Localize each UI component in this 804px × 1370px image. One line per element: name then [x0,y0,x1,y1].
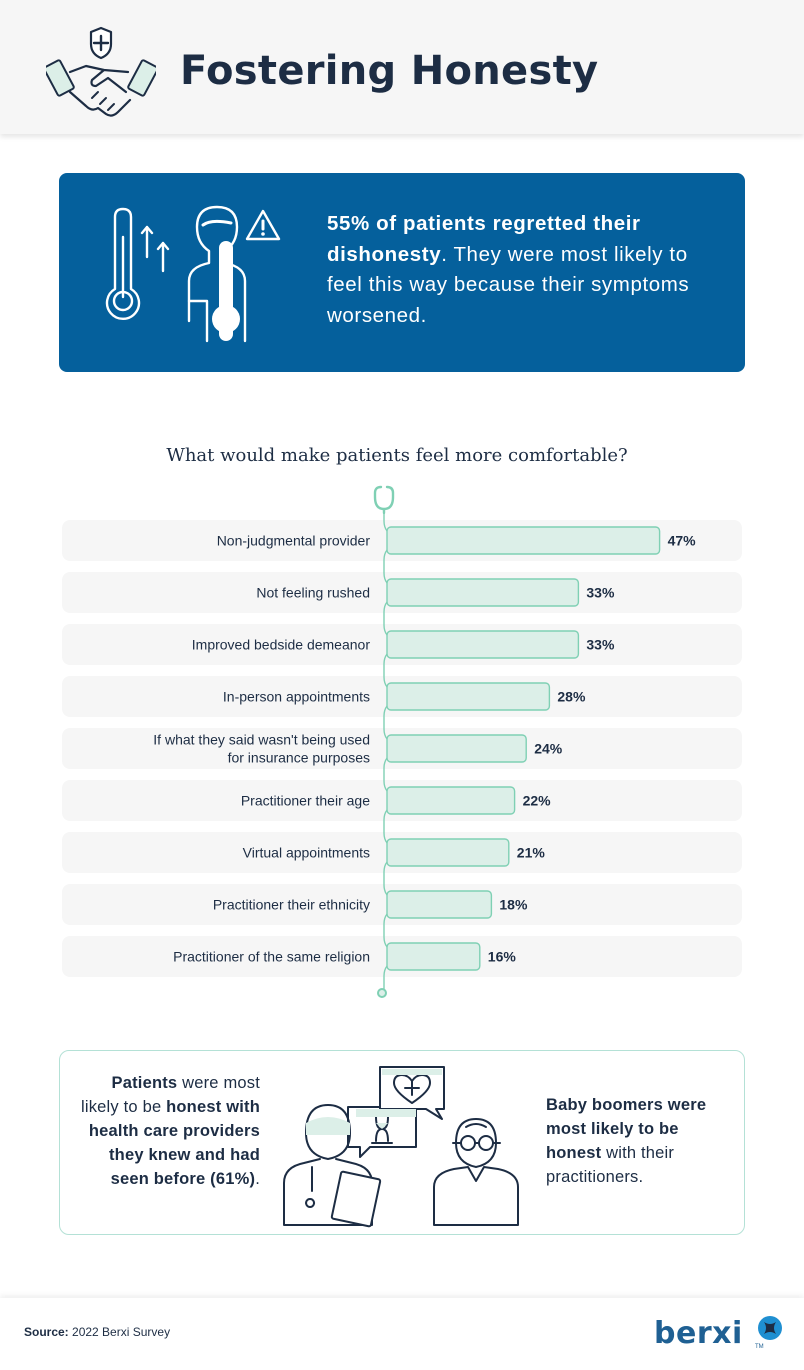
source-note: Source: 2022 Berxi Survey [24,1325,170,1339]
chart-category-label: Virtual appointments [243,845,370,861]
chart-value-label: 18% [499,897,528,913]
stethoscope-tube [383,513,388,989]
handshake-icon [46,26,156,117]
berxi-logo-mark-icon [758,1316,782,1340]
patient-thermometer-illustration [105,205,281,343]
header: Fostering Honesty [0,0,804,134]
stat-card: 55% of patients regretted their dishones… [59,173,745,372]
chart-category-label: Not feeling rushed [256,585,370,601]
chart-bar [386,578,580,607]
chart-bar [386,942,481,971]
chart-value-label: 33% [586,637,615,653]
stethoscope-end [377,988,387,998]
chart-category-label: In-person appointments [223,689,370,705]
chart-bar [386,786,516,815]
chart-title: What would make patients feel more comfo… [166,445,628,466]
chart-value-label: 16% [488,949,517,965]
insight-text: were most likely to be [80,1074,260,1116]
source-text: 2022 Berxi Survey [68,1325,171,1339]
insights-card: Patients were most likely to be honest w… [59,1050,745,1235]
insight-text: with their practitioners. [546,1144,675,1186]
stat-text: 55% of patients regretted their dishones… [327,209,717,331]
chart-bar [386,838,510,867]
source-label: Source: [24,1325,69,1339]
chart-category-label: Non-judgmental provider [217,533,371,549]
chart-value-label: 24% [534,741,563,757]
stethoscope-icon [373,485,395,515]
chart-bar [386,630,580,659]
insight-bold: honest with health care providers they k… [88,1098,260,1188]
familiar-provider-insight: Patients were most likely to be honest w… [70,1071,260,1191]
chart-bar [386,890,493,919]
chart-bar [386,526,661,555]
chart-category-label: Improved bedside demeanor [192,637,371,653]
stat-highlight: 55% of patients regretted their dishones… [327,212,641,266]
stat-rest: . They were most likely to feel this way… [327,242,690,327]
chart-category-label: Practitioner their age [241,793,370,809]
chart-category-label: Practitioner of the same religion [173,949,370,965]
comfort-bar-chart: Non-judgmental provider 47% Not feeling ru… [62,485,742,998]
chart-category-label: Practitioner their ethnicity [213,897,370,913]
trademark: TM [755,1344,764,1350]
footer: Source: 2022 Berxi Survey berxi TM [0,1298,804,1370]
chart-value-label: 21% [517,845,546,861]
chart-category-label: If what they said wasn't being used for i… [153,732,370,766]
berxi-logo: berxi [654,1316,743,1351]
chart-value-label: 22% [523,793,552,809]
chart-value-label: 33% [586,585,615,601]
chart-bar [386,682,551,711]
doctor-patient-illustration [283,1066,519,1228]
baby-boomers-insight: Baby boomers were most likely to be hone… [546,1093,736,1189]
chart-value-label: 47% [668,533,697,549]
chart-value-label: 28% [557,689,586,705]
chart-bar [386,734,527,763]
page-title: Fostering Honesty [180,48,599,94]
insight-text: . [255,1170,260,1188]
insight-bold: Patients [111,1074,178,1092]
insight-bold: Baby boomers were most likely to be hone… [546,1096,707,1162]
